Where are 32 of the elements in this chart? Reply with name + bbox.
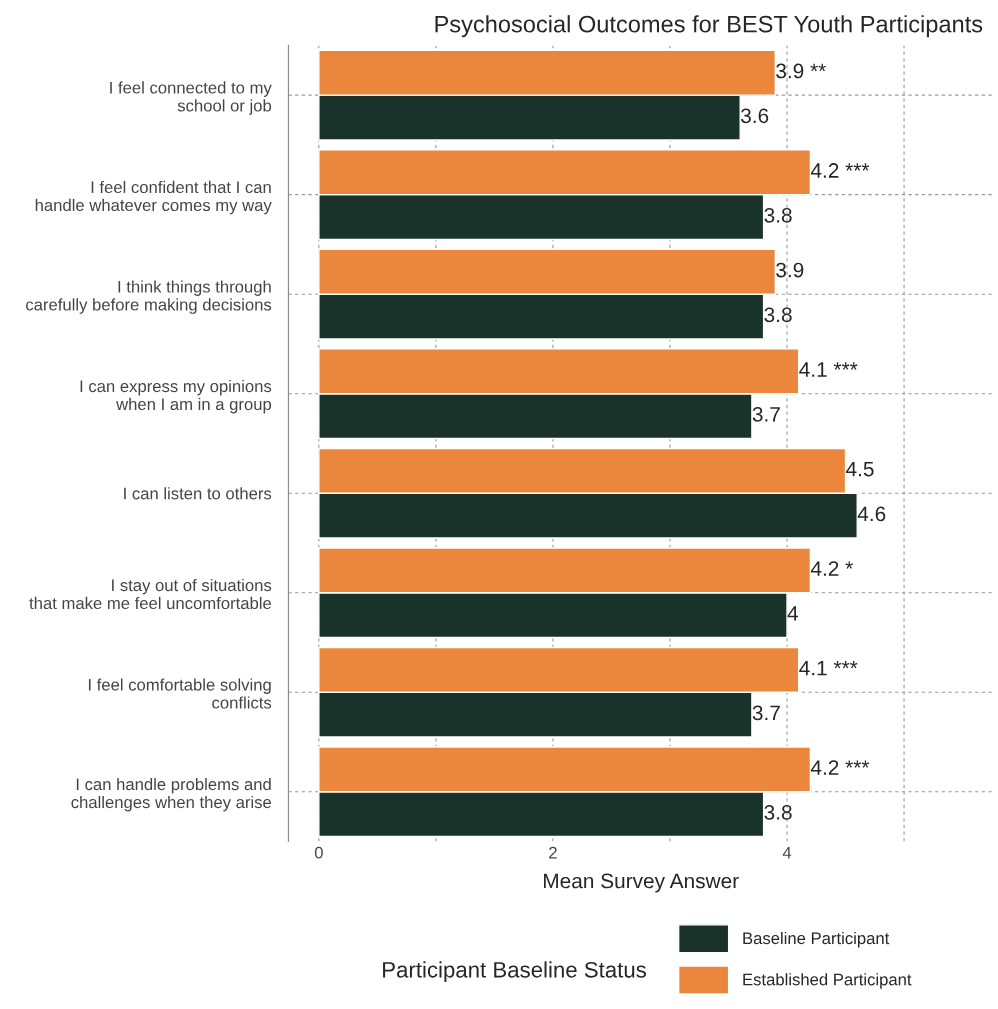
data-label: 4.6 (857, 506, 886, 522)
data-label: 3.6 (741, 108, 769, 124)
y-tick-label: I feel connected to my school or job (110, 81, 272, 115)
data-label: 3.7 (752, 705, 780, 721)
legend-title: Participant Baseline Status (383, 961, 647, 983)
data-label: 3.8 (764, 207, 792, 223)
legend-label: Established Participant (743, 973, 912, 989)
x-tick-label: 0 (314, 846, 323, 859)
y-tick-label: I can handle problems and challenges when they arise (71, 777, 272, 812)
data-label: 3.7 (752, 406, 780, 422)
y-tick-label: I feel confident that I can handle whatever comes my way (35, 180, 272, 215)
data-label: 4.2 *** (810, 163, 870, 178)
data-label: 3.9 ** (776, 63, 826, 79)
data-label: 4.2 * (810, 561, 853, 576)
legend-label: Baseline Participant (743, 931, 890, 948)
data-label: 3.8 (764, 307, 792, 323)
data-label: 4.2 *** (810, 760, 870, 775)
data-label: 4.1 *** (799, 362, 858, 377)
x-axis-title: Mean Survey Answer (544, 873, 739, 893)
y-tick-label: I stay out of situations that make me feel uncomfortable (29, 578, 272, 610)
x-tick-label: 4 (782, 846, 792, 859)
data-label: 4.5 (846, 461, 874, 477)
y-tick-label: I can listen to others (124, 487, 272, 500)
data-label: 4.1 *** (799, 660, 858, 676)
chart-title: Psychosocial Outcomes for BEST Youth Participants (435, 15, 983, 38)
data-label: 3.9 (776, 262, 804, 278)
x-tick-label: 2 (549, 846, 557, 859)
data-label: 3.8 (764, 804, 792, 820)
data-label: 4 (787, 606, 798, 621)
y-tick-label: I think things through carefully before making decisions (26, 280, 272, 314)
y-tick-label: I feel comfortable solving conflicts (88, 678, 272, 709)
y-tick-label: I can express my opinions when I am in a group (80, 379, 272, 414)
